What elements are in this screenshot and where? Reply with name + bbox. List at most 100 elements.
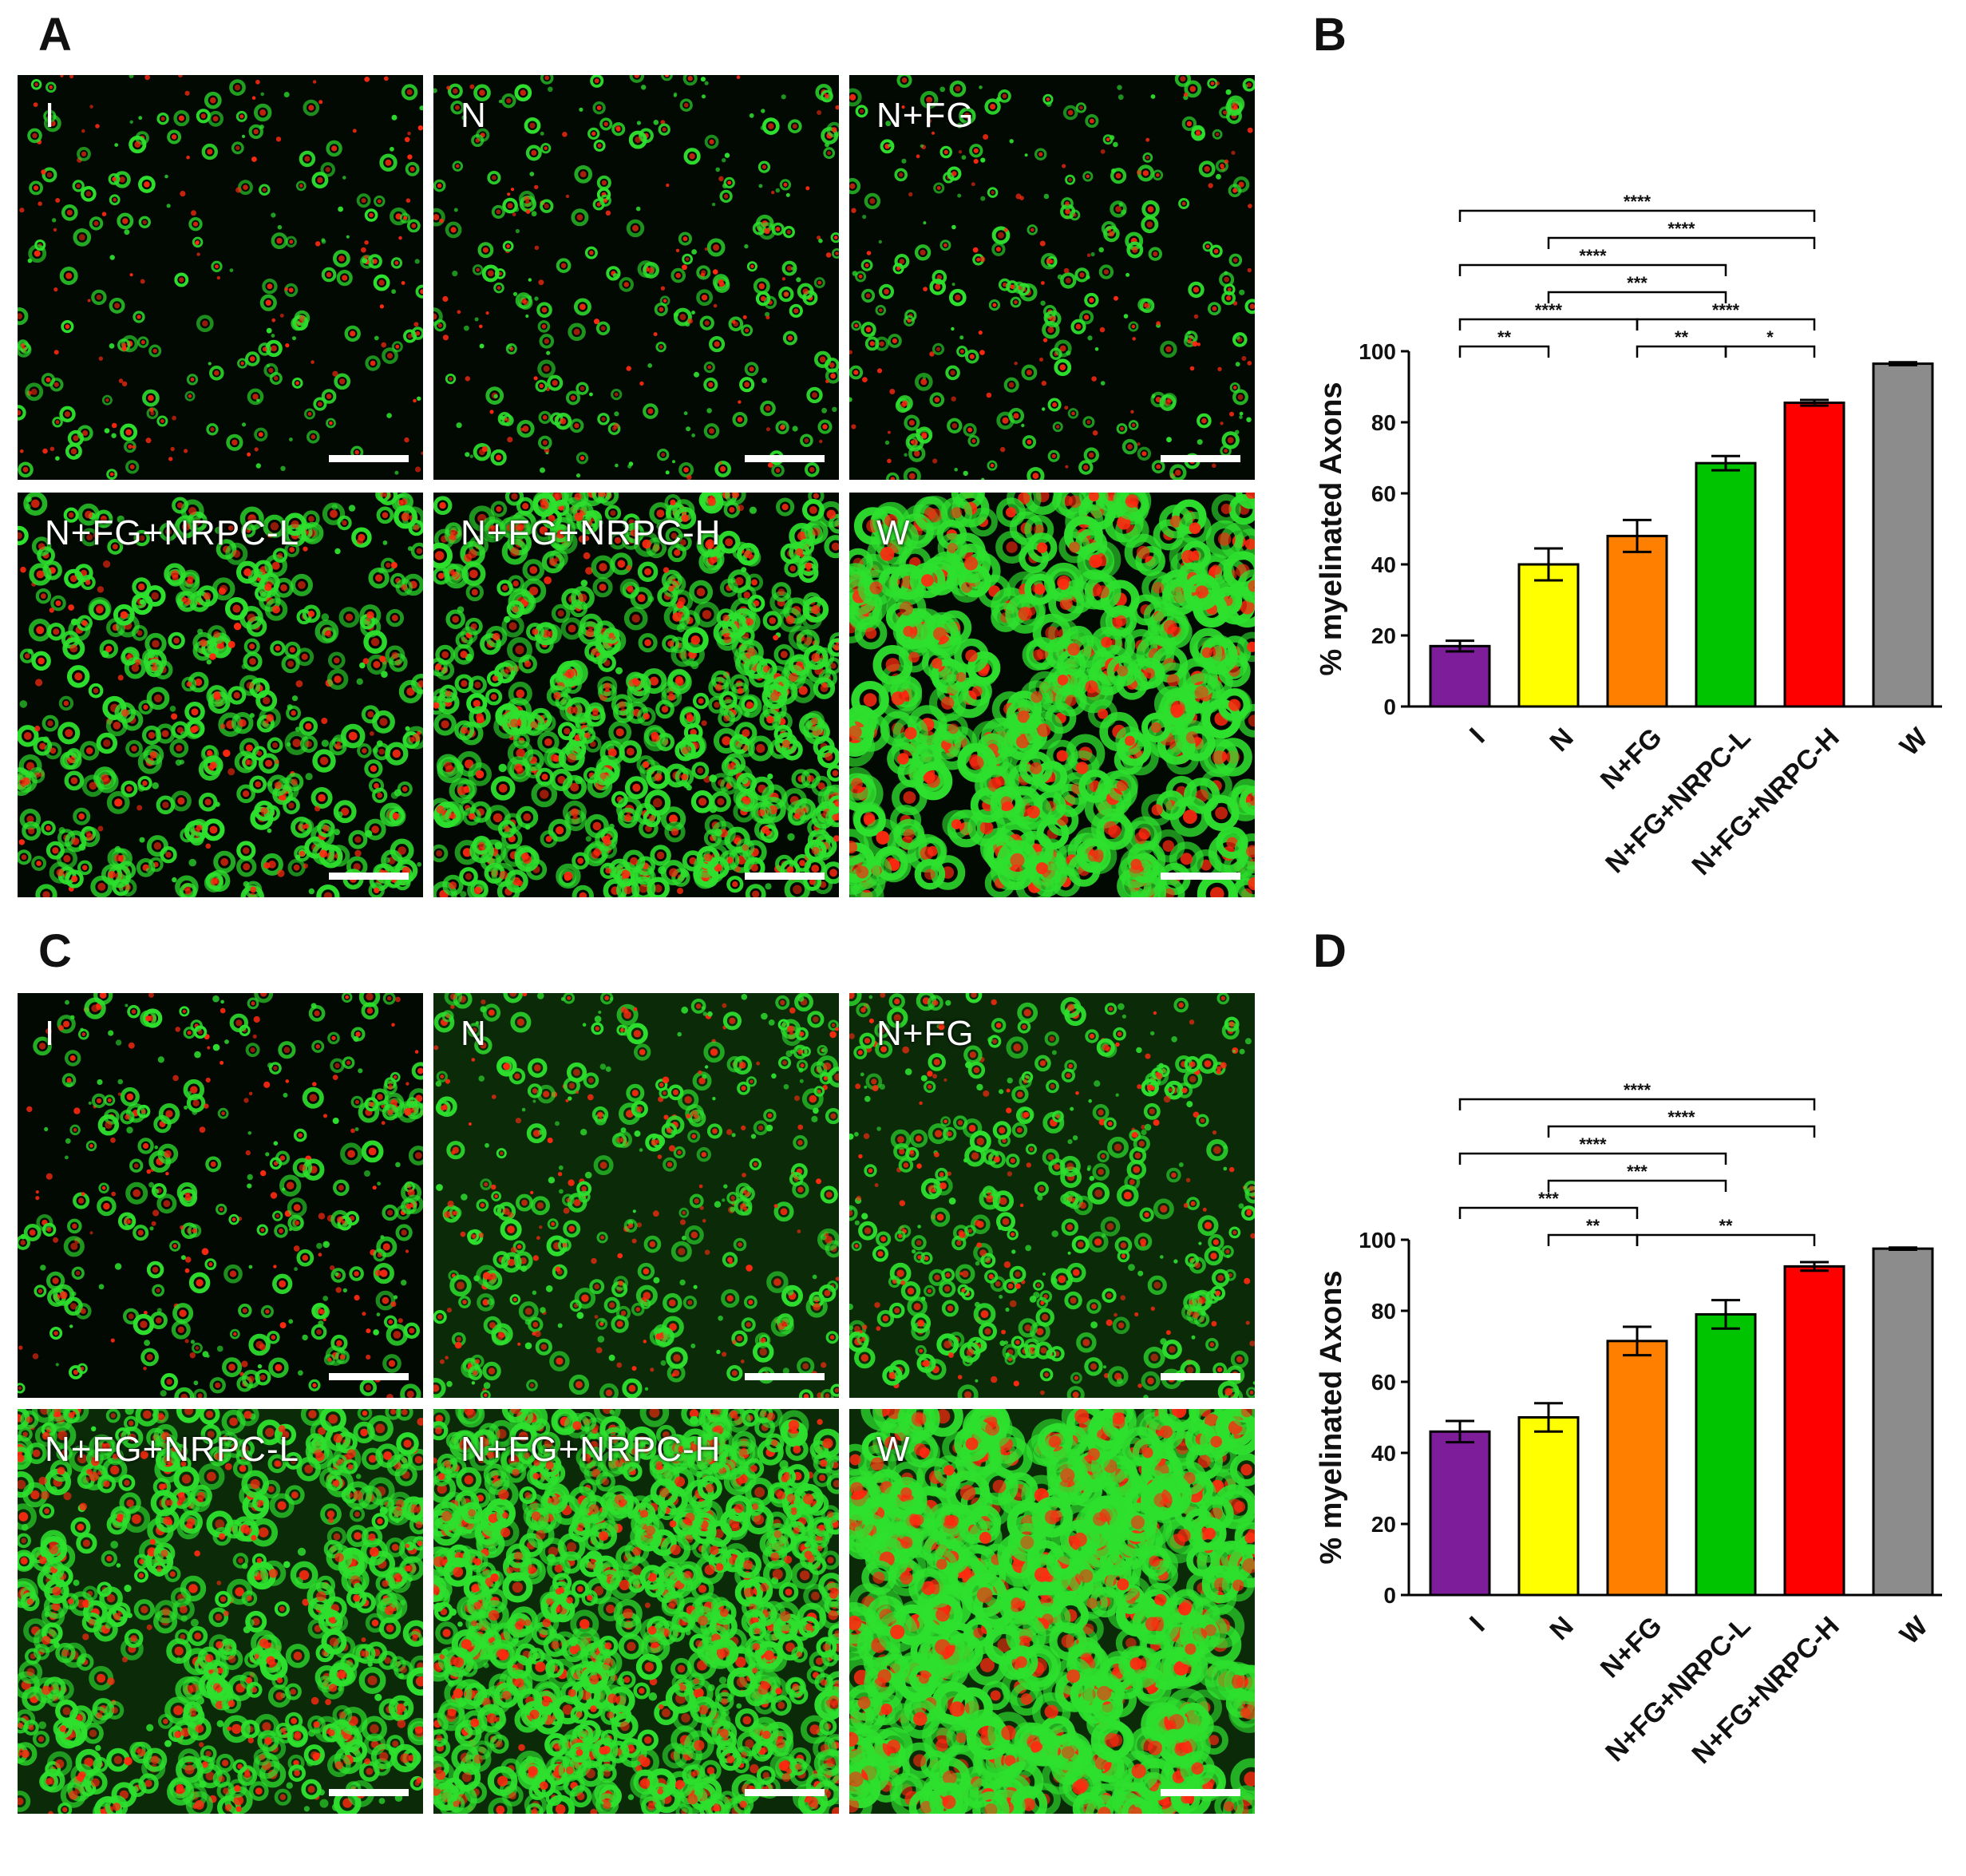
y-tick-label: 0 [1383, 1583, 1396, 1608]
significance-bracket: **** [1460, 300, 1637, 330]
scale-bar [1161, 873, 1240, 880]
fluorescence-texture [18, 493, 423, 897]
fluorescence-texture [18, 993, 423, 1398]
scale-bar [329, 1789, 409, 1796]
panel-letter-b: B [1313, 8, 1347, 61]
micrograph-c-5: N+FG+NRPC-H [433, 1409, 839, 1814]
significance-label: *** [1627, 273, 1648, 293]
x-tick-label: I [1464, 1611, 1491, 1638]
y-tick-label: 100 [1359, 339, 1396, 364]
significance-bracket: **** [1460, 1134, 1726, 1165]
scale-bar [329, 873, 409, 880]
scale-bar [745, 873, 825, 880]
x-tick-label: N [1544, 1611, 1579, 1646]
scale-bar [1161, 1373, 1240, 1380]
fluorescence-texture [849, 993, 1255, 1398]
x-tick-label: N+FG [1595, 1611, 1668, 1684]
scale-bar [745, 1789, 825, 1796]
significance-label: ** [1497, 327, 1512, 347]
micrograph-c-1: I [18, 993, 423, 1398]
significance-bracket: **** [1549, 219, 1814, 249]
bar-i [1430, 1431, 1489, 1595]
significance-bracket: **** [1460, 192, 1814, 222]
micrograph-label: N+FG [876, 96, 975, 136]
fluorescence-texture [18, 1409, 423, 1814]
fluorescence-texture [433, 1409, 839, 1814]
bar-n-fg-nrpc-l [1696, 463, 1755, 706]
bar-w [1873, 1249, 1932, 1595]
scale-bar [1161, 455, 1240, 462]
fluorescence-texture [433, 493, 839, 897]
error-bar [1889, 1248, 1917, 1250]
fluorescence-texture [18, 75, 423, 480]
micrograph-a-4: N+FG+NRPC-L [18, 493, 423, 897]
significance-label: ** [1586, 1216, 1600, 1236]
micrograph-label: N+FG+NRPC-H [461, 1430, 721, 1470]
micrograph-a-1: I [18, 75, 423, 480]
significance-bracket: **** [1549, 1107, 1814, 1138]
fluorescence-texture [433, 75, 839, 480]
significance-bracket: * [1726, 327, 1814, 358]
x-tick-label: I [1464, 722, 1491, 750]
micrograph-label: N+FG+NRPC-L [45, 513, 299, 553]
micrograph-a-3: N+FG [849, 75, 1255, 480]
y-tick-label: 60 [1371, 1370, 1396, 1395]
significance-bracket: *** [1549, 273, 1726, 303]
significance-label: **** [1667, 1107, 1695, 1127]
x-tick-label: N+FG+NRPC-H [1686, 722, 1845, 881]
y-tick-label: 0 [1383, 695, 1396, 719]
y-tick-label: 100 [1359, 1228, 1396, 1253]
panel-letter-a: A [38, 8, 72, 61]
y-tick-label: 20 [1371, 1512, 1396, 1537]
bar-n-fg-nrpc-h [1785, 1266, 1844, 1595]
significance-bracket: *** [1549, 1162, 1726, 1192]
x-tick-label: N+FG [1595, 722, 1668, 796]
significance-bracket: **** [1637, 300, 1814, 330]
micrograph-c-2: N [433, 993, 839, 1398]
significance-label: ** [1719, 1216, 1733, 1236]
y-tick-label: 40 [1371, 552, 1396, 577]
micrograph-label: I [45, 1014, 55, 1054]
significance-bracket: ** [1460, 327, 1549, 358]
x-tick-label: N [1544, 722, 1579, 758]
scale-bar [329, 455, 409, 462]
micrograph-label: N+FG+NRPC-L [45, 1430, 299, 1470]
micrograph-label: N [461, 1014, 487, 1054]
y-axis-label: % myelinated Axons [1315, 1270, 1348, 1564]
scale-bar [745, 1373, 825, 1380]
y-tick-label: 20 [1371, 623, 1396, 648]
micrograph-a-2: N [433, 75, 839, 480]
bar-n-fg-nrpc-l [1696, 1314, 1755, 1595]
y-tick-label: 80 [1371, 1299, 1396, 1324]
bar-n-fg [1608, 536, 1667, 706]
significance-bracket: ** [1549, 1216, 1637, 1246]
x-tick-label: W [1894, 722, 1934, 762]
y-tick-label: 40 [1371, 1441, 1396, 1466]
fluorescence-texture [849, 493, 1255, 897]
significance-label: *** [1627, 1162, 1648, 1181]
y-tick-label: 60 [1371, 481, 1396, 506]
significance-bracket: **** [1460, 246, 1726, 276]
significance-bracket: **** [1460, 1080, 1814, 1110]
fluorescence-texture [849, 1409, 1255, 1814]
significance-label: **** [1712, 300, 1740, 320]
significance-label: ** [1675, 327, 1689, 347]
significance-bracket: ** [1637, 1216, 1814, 1246]
micrograph-label: I [45, 96, 55, 136]
significance-label: **** [1624, 192, 1652, 212]
scale-bar [745, 455, 825, 462]
scale-bar [329, 1373, 409, 1380]
bar-n-fg-nrpc-h [1785, 403, 1844, 706]
x-tick-label: W [1894, 1610, 1934, 1650]
micrograph-c-4: N+FG+NRPC-L [18, 1409, 423, 1814]
y-axis-label: % myelinated Axons [1315, 382, 1348, 675]
fluorescence-texture [433, 993, 839, 1398]
significance-label: **** [1579, 1134, 1607, 1154]
fluorescence-texture [849, 75, 1255, 480]
significance-label: **** [1624, 1080, 1652, 1100]
significance-bracket: *** [1460, 1189, 1637, 1219]
micrograph-label: N [461, 96, 487, 136]
bar-i [1430, 646, 1489, 706]
bar-w [1873, 364, 1932, 706]
